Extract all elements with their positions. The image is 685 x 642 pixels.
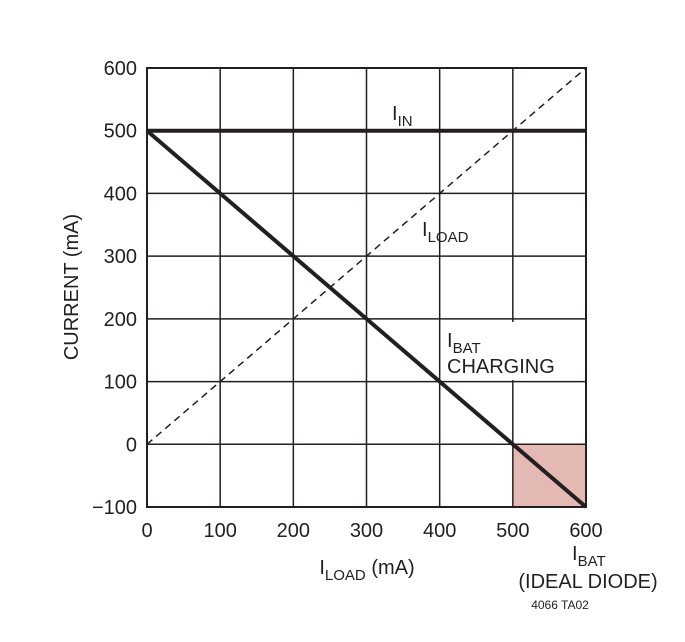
region-label-sub: BAT [578, 553, 606, 570]
series-label: IIN [392, 103, 413, 130]
x-tick-label: 0 [141, 520, 152, 542]
series-label-sub: IN [398, 113, 413, 130]
region-label: IBAT [572, 543, 606, 570]
y-tick-label: 0 [126, 434, 137, 456]
region-label-main: I [572, 543, 578, 565]
series-line [146, 67, 587, 445]
y-tick-label: 100 [104, 372, 137, 394]
series-note: CHARGING [447, 356, 555, 378]
figure-id: 4066 TA02 [531, 598, 589, 612]
x-axis-label-main: I [319, 557, 325, 579]
x-axis-label: ILOAD (mA) [319, 557, 414, 584]
x-axis-label-rest: (mA) [366, 557, 415, 579]
x-tick-label: 300 [350, 520, 383, 542]
series-label-sub: LOAD [428, 229, 469, 246]
plot-border [146, 67, 587, 508]
y-tick-label: 200 [104, 309, 137, 331]
x-tick-label: 600 [569, 520, 602, 542]
x-tick-label: 200 [277, 520, 310, 542]
y-tick-label: 300 [104, 246, 137, 268]
y-tick-label: −100 [92, 497, 137, 519]
x-tick-label: 500 [496, 520, 529, 542]
series-label-sub: BAT [453, 340, 481, 357]
x-axis-label-sub: LOAD [325, 567, 366, 584]
y-tick-label: 400 [104, 183, 137, 205]
y-tick-label: 500 [104, 121, 137, 143]
series-label-main: I [447, 330, 453, 352]
region-note: (IDEAL DIODE) [518, 571, 657, 593]
label-backdrop [442, 322, 554, 380]
series-label-main: I [392, 103, 398, 125]
series-label-main: I [422, 219, 428, 241]
series-line [145, 129, 588, 509]
x-tick-label: 100 [203, 520, 236, 542]
series-label: IBAT [447, 330, 481, 357]
x-tick-label: 400 [423, 520, 456, 542]
series-label: ILOAD [422, 219, 469, 246]
y-tick-label: 600 [104, 58, 137, 80]
y-axis-label: CURRENT (mA) [61, 214, 83, 360]
